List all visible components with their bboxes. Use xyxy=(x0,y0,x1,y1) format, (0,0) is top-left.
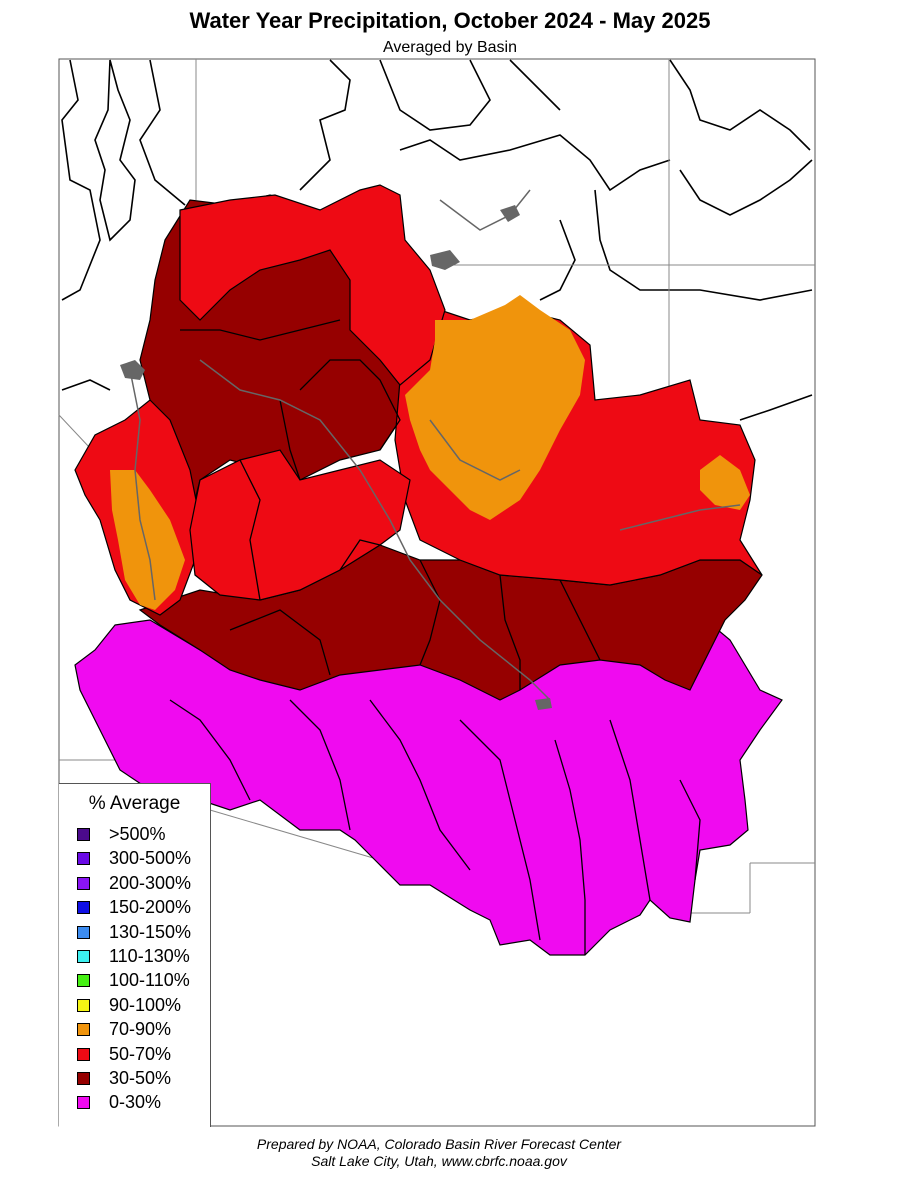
legend-swatch xyxy=(77,852,90,866)
legend-label: 30-50% xyxy=(109,1068,172,1088)
legend-swatch xyxy=(77,828,90,841)
legend-swatch xyxy=(77,876,90,890)
lakes xyxy=(120,205,552,710)
region-70-90-west xyxy=(110,470,185,610)
map-subtitle: Averaged by Basin xyxy=(382,39,517,56)
map-title: Water Year Precipitation, October 2024 -… xyxy=(189,8,711,33)
rivers xyxy=(129,189,741,701)
legend-label: 0-30% xyxy=(109,1092,162,1113)
legend-label: 150-200% xyxy=(109,897,192,918)
northern-basin-outlines xyxy=(61,59,813,421)
legend-label: 200-300% xyxy=(109,872,192,893)
legend-label: 70-90% xyxy=(109,1019,172,1040)
legend-label: 50-70% xyxy=(109,1043,172,1064)
credit-line-2: Salt Lake City, Utah, www.cbrfc.noaa.gov xyxy=(311,1153,567,1169)
region-70-90-small-east xyxy=(700,455,750,510)
legend-label: 130-150% xyxy=(109,921,192,942)
credit-line-1: Prepared by NOAA, Colorado Basin River F… xyxy=(256,1136,622,1152)
legend-title: % Average xyxy=(88,793,181,814)
legend-swatch xyxy=(77,950,90,963)
region-50-70-northwest xyxy=(179,184,446,386)
legend-label: 300-500% xyxy=(109,848,192,869)
legend-swatch xyxy=(77,1047,90,1061)
legend-swatch xyxy=(77,998,90,1012)
region-70-90-east xyxy=(405,295,585,520)
legend-swatch xyxy=(77,974,90,988)
legend-label: 90-100% xyxy=(109,994,182,1015)
legend: % Average >500% 300-500% 200-300% 150-200% 1… xyxy=(59,783,211,1127)
legend-swatch xyxy=(77,1096,90,1110)
legend-swatch xyxy=(77,1072,90,1085)
region-50-70-central xyxy=(189,449,411,601)
basin-outlines xyxy=(169,319,701,955)
legend-label: >500% xyxy=(109,824,166,844)
legend-swatch xyxy=(77,901,90,915)
legend-label: 110-130% xyxy=(109,946,190,966)
legend-label: 100-110% xyxy=(109,970,190,991)
legend-swatch xyxy=(77,1023,90,1037)
legend-swatch xyxy=(77,925,90,939)
